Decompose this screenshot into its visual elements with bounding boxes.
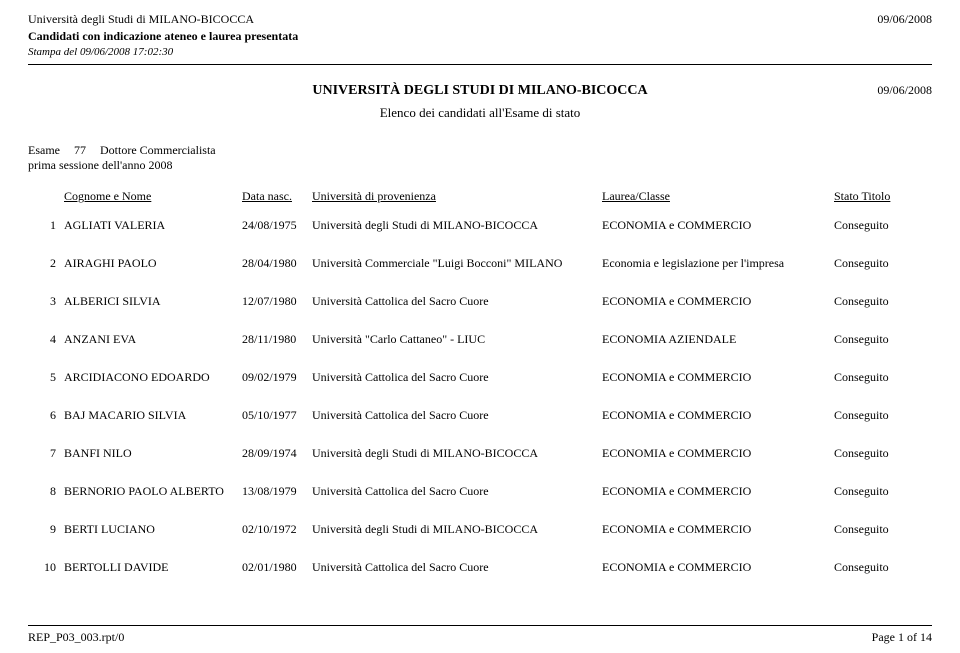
cell-index: 1: [28, 218, 62, 233]
cell-birthdate: 05/10/1977: [242, 408, 312, 423]
cell-index: 10: [28, 560, 62, 575]
table-row: 8BERNORIO PAOLO ALBERTO13/08/1979Univers…: [28, 484, 932, 499]
cell-index: 5: [28, 370, 62, 385]
header-date: 09/06/2008: [877, 12, 932, 27]
cell-name: BERTI LUCIANO: [62, 522, 242, 537]
table-row: 10BERTOLLI DAVIDE02/01/1980Università Ca…: [28, 560, 932, 575]
cell-name: BAJ MACARIO SILVIA: [62, 408, 242, 423]
exam-label: Esame: [28, 143, 60, 158]
cell-university: Università Commerciale "Luigi Bocconi" M…: [312, 256, 602, 271]
cell-university: Università degli Studi di MILANO-BICOCCA: [312, 218, 602, 233]
col-status: Stato Titolo: [834, 189, 932, 204]
cell-index: 3: [28, 294, 62, 309]
cell-status: Conseguito: [834, 294, 932, 309]
cell-name: AGLIATI VALERIA: [62, 218, 242, 233]
cell-name: BERTOLLI DAVIDE: [62, 560, 242, 575]
title-date: 09/06/2008: [877, 83, 932, 98]
header-university: Università degli Studi di MILANO-BICOCCA: [28, 12, 932, 27]
table-row: 3ALBERICI SILVIA12/07/1980Università Cat…: [28, 294, 932, 309]
cell-degree: ECONOMIA e COMMERCIO: [602, 408, 834, 423]
exam-session: prima sessione dell'anno 2008: [28, 158, 932, 173]
table-row: 1AGLIATI VALERIA24/08/1975Università deg…: [28, 218, 932, 233]
exam-code: 77: [74, 143, 86, 158]
footer-report-id: REP_P03_003.rpt/0: [28, 630, 124, 645]
cell-degree: ECONOMIA AZIENDALE: [602, 332, 834, 347]
exam-block: Esame 77 Dottore Commercialista prima se…: [28, 143, 932, 173]
footer: REP_P03_003.rpt/0 Page 1 of 14: [28, 625, 932, 645]
col-idx: [28, 189, 62, 204]
report-header: Università degli Studi di MILANO-BICOCCA…: [28, 12, 932, 58]
cell-status: Conseguito: [834, 332, 932, 347]
cell-birthdate: 09/02/1979: [242, 370, 312, 385]
page: Università degli Studi di MILANO-BICOCCA…: [0, 0, 960, 653]
cell-birthdate: 02/10/1972: [242, 522, 312, 537]
table-row: 4ANZANI EVA28/11/1980Università "Carlo C…: [28, 332, 932, 347]
col-university: Università di provenienza: [312, 189, 602, 204]
cell-index: 8: [28, 484, 62, 499]
cell-birthdate: 02/01/1980: [242, 560, 312, 575]
title-main: UNIVERSITÀ DEGLI STUDI DI MILANO-BICOCCA: [312, 83, 647, 99]
title-row: UNIVERSITÀ DEGLI STUDI DI MILANO-BICOCCA…: [28, 83, 932, 99]
cell-degree: ECONOMIA e COMMERCIO: [602, 522, 834, 537]
cell-university: Università degli Studi di MILANO-BICOCCA: [312, 446, 602, 461]
cell-name: ANZANI EVA: [62, 332, 242, 347]
cell-status: Conseguito: [834, 560, 932, 575]
col-degree: Laurea/Classe: [602, 189, 834, 204]
cell-name: AIRAGHI PAOLO: [62, 256, 242, 271]
cell-university: Università Cattolica del Sacro Cuore: [312, 294, 602, 309]
cell-birthdate: 12/07/1980: [242, 294, 312, 309]
exam-name: Dottore Commercialista: [100, 143, 216, 158]
cell-university: Università Cattolica del Sacro Cuore: [312, 408, 602, 423]
cell-degree: ECONOMIA e COMMERCIO: [602, 484, 834, 499]
cell-university: Università "Carlo Cattaneo" - LIUC: [312, 332, 602, 347]
cell-status: Conseguito: [834, 218, 932, 233]
cell-degree: ECONOMIA e COMMERCIO: [602, 560, 834, 575]
cell-status: Conseguito: [834, 256, 932, 271]
cell-birthdate: 13/08/1979: [242, 484, 312, 499]
cell-name: ARCIDIACONO EDOARDO: [62, 370, 242, 385]
cell-university: Università degli Studi di MILANO-BICOCCA: [312, 522, 602, 537]
table-row: 2AIRAGHI PAOLO28/04/1980Università Comme…: [28, 256, 932, 271]
cell-birthdate: 24/08/1975: [242, 218, 312, 233]
cell-status: Conseguito: [834, 370, 932, 385]
header-print-timestamp: Stampa del 09/06/2008 17:02:30: [28, 46, 932, 58]
cell-university: Università Cattolica del Sacro Cuore: [312, 484, 602, 499]
subtitle: Elenco dei candidati all'Esame di stato: [28, 105, 932, 121]
cell-birthdate: 28/09/1974: [242, 446, 312, 461]
header-report-name: Candidati con indicazione ateneo e laure…: [28, 29, 932, 44]
table-header: Cognome e Nome Data nasc. Università di …: [28, 189, 932, 204]
footer-divider: [28, 625, 932, 626]
cell-index: 9: [28, 522, 62, 537]
table-row: 7BANFI NILO28/09/1974Università degli St…: [28, 446, 932, 461]
cell-degree: ECONOMIA e COMMERCIO: [602, 370, 834, 385]
cell-degree: ECONOMIA e COMMERCIO: [602, 294, 834, 309]
table-body: 1AGLIATI VALERIA24/08/1975Università deg…: [28, 218, 932, 575]
cell-status: Conseguito: [834, 522, 932, 537]
table-row: 5ARCIDIACONO EDOARDO09/02/1979Università…: [28, 370, 932, 385]
cell-status: Conseguito: [834, 484, 932, 499]
cell-degree: ECONOMIA e COMMERCIO: [602, 446, 834, 461]
cell-degree: Economia e legislazione per l'impresa: [602, 256, 834, 271]
cell-birthdate: 28/04/1980: [242, 256, 312, 271]
table-row: 9BERTI LUCIANO02/10/1972Università degli…: [28, 522, 932, 537]
cell-birthdate: 28/11/1980: [242, 332, 312, 347]
cell-degree: ECONOMIA e COMMERCIO: [602, 218, 834, 233]
cell-status: Conseguito: [834, 446, 932, 461]
cell-index: 4: [28, 332, 62, 347]
col-date: Data nasc.: [242, 189, 312, 204]
cell-name: ALBERICI SILVIA: [62, 294, 242, 309]
cell-university: Università Cattolica del Sacro Cuore: [312, 560, 602, 575]
cell-name: BANFI NILO: [62, 446, 242, 461]
cell-index: 7: [28, 446, 62, 461]
cell-index: 2: [28, 256, 62, 271]
col-name: Cognome e Nome: [62, 189, 242, 204]
footer-page-number: Page 1 of 14: [872, 630, 932, 645]
cell-status: Conseguito: [834, 408, 932, 423]
cell-index: 6: [28, 408, 62, 423]
table-row: 6BAJ MACARIO SILVIA05/10/1977Università …: [28, 408, 932, 423]
header-divider: [28, 64, 932, 65]
cell-university: Università Cattolica del Sacro Cuore: [312, 370, 602, 385]
cell-name: BERNORIO PAOLO ALBERTO: [62, 484, 242, 499]
